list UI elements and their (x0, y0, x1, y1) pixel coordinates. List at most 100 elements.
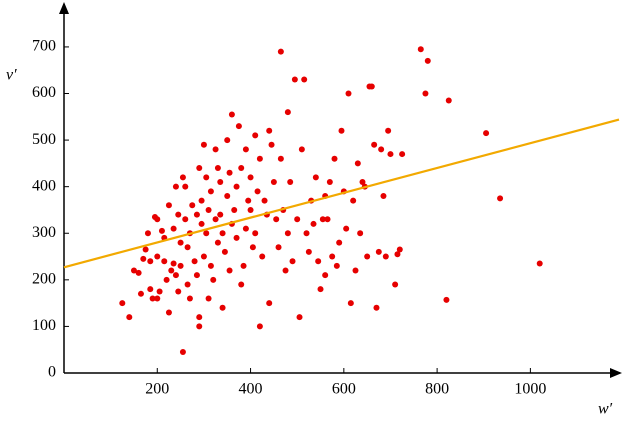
point (233, 183, 240, 190)
fit-line (63, 118, 620, 269)
point (347, 300, 354, 307)
point (483, 130, 490, 137)
point (445, 97, 452, 104)
point (170, 225, 177, 232)
point (312, 174, 319, 181)
point (165, 202, 172, 209)
point (242, 225, 249, 232)
point (203, 174, 210, 181)
point (224, 192, 231, 199)
point (154, 295, 161, 302)
point (324, 216, 331, 223)
x-axis-label: w′ (598, 401, 613, 418)
point (165, 309, 172, 316)
point (254, 188, 261, 195)
point (238, 281, 245, 288)
point (177, 262, 184, 269)
point (350, 197, 357, 204)
point (196, 165, 203, 172)
point (212, 146, 219, 153)
point (147, 286, 154, 293)
point (266, 127, 273, 134)
point (373, 304, 380, 311)
point (424, 57, 431, 64)
point (284, 109, 291, 116)
point (247, 206, 254, 213)
point (294, 216, 301, 223)
point (149, 295, 156, 302)
point (172, 272, 179, 279)
point (224, 137, 231, 144)
point (130, 267, 137, 274)
point (326, 179, 333, 186)
point (368, 83, 375, 90)
point (217, 179, 224, 186)
y-tick-label: 600 (32, 84, 56, 101)
point (140, 255, 147, 262)
point (303, 230, 310, 237)
point (291, 76, 298, 83)
point (268, 141, 275, 148)
point (186, 295, 193, 302)
point (422, 90, 429, 97)
point (221, 248, 228, 255)
point (359, 179, 366, 186)
point (378, 146, 385, 153)
point (193, 211, 200, 218)
point (284, 230, 291, 237)
point (177, 239, 184, 246)
point (226, 169, 233, 176)
point (214, 165, 221, 172)
point (245, 197, 252, 204)
point (261, 197, 268, 204)
point (142, 246, 149, 253)
point (385, 127, 392, 134)
y-tick-label: 200 (32, 271, 56, 288)
point (252, 230, 259, 237)
point (375, 248, 382, 255)
point (382, 253, 389, 260)
point (275, 244, 282, 251)
point (168, 267, 175, 274)
point (310, 220, 317, 227)
point (357, 230, 364, 237)
point (277, 155, 284, 162)
point (354, 160, 361, 167)
point (249, 244, 256, 251)
point (200, 141, 207, 148)
point (126, 314, 133, 321)
x-tick-label: 600 (332, 381, 356, 398)
y-axis-label: v′ (6, 67, 17, 84)
point (371, 141, 378, 148)
x-tick-label: 400 (239, 381, 263, 398)
point (242, 146, 249, 153)
point (266, 300, 273, 307)
point (205, 295, 212, 302)
point (156, 288, 163, 295)
point (443, 296, 450, 303)
point (231, 206, 238, 213)
point (219, 230, 226, 237)
x-tick-label: 1000 (514, 381, 546, 398)
point (154, 216, 161, 223)
point (191, 258, 198, 265)
point (387, 151, 394, 158)
point (336, 239, 343, 246)
point (301, 76, 308, 83)
y-tick-label: 300 (32, 224, 56, 241)
point (196, 314, 203, 321)
point (256, 323, 263, 330)
point (392, 281, 399, 288)
point (175, 288, 182, 295)
point (247, 174, 254, 181)
point (193, 272, 200, 279)
point (497, 195, 504, 202)
point (317, 286, 324, 293)
point (380, 192, 387, 199)
point (163, 276, 170, 283)
point (135, 269, 142, 276)
point (170, 260, 177, 267)
point (207, 188, 214, 195)
point (238, 165, 245, 172)
x-tick-label: 200 (145, 381, 169, 398)
